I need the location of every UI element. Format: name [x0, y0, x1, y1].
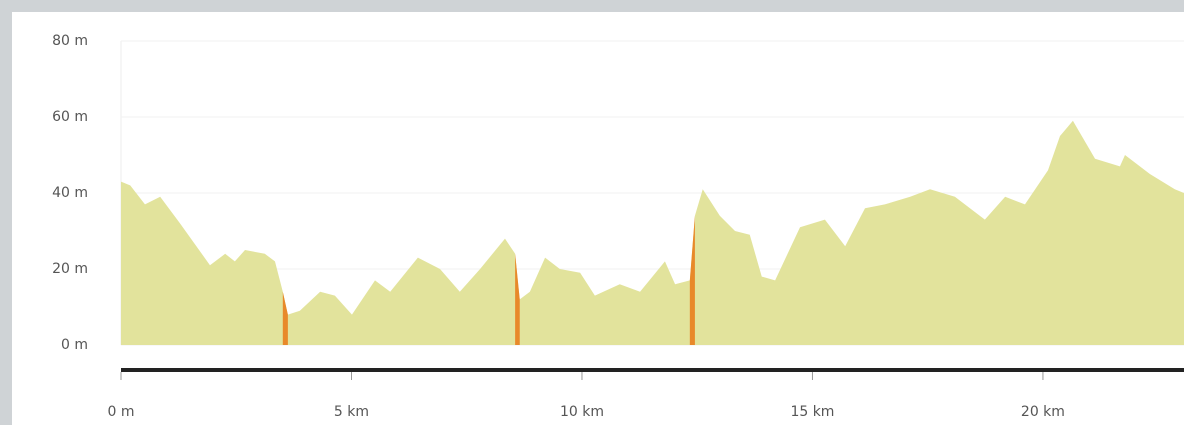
- x-tick-label: 20 km: [1021, 404, 1065, 420]
- x-tick-label: 0 m: [108, 404, 135, 420]
- steep-segment: [689, 215, 695, 345]
- steep-segment: [282, 291, 288, 345]
- x-tick-label: 5 km: [334, 404, 369, 420]
- y-tick-label: 40 m: [52, 185, 88, 201]
- steep-segment: [515, 253, 520, 345]
- y-tick-label: 80 m: [52, 33, 88, 49]
- y-tick-label: 60 m: [52, 109, 88, 125]
- x-tick-label: 15 km: [790, 404, 834, 420]
- y-tick-label: 20 m: [52, 261, 88, 277]
- elevation-area: [121, 120, 1184, 345]
- y-tick-label: 0 m: [61, 337, 88, 353]
- x-tick-label: 10 km: [560, 404, 604, 420]
